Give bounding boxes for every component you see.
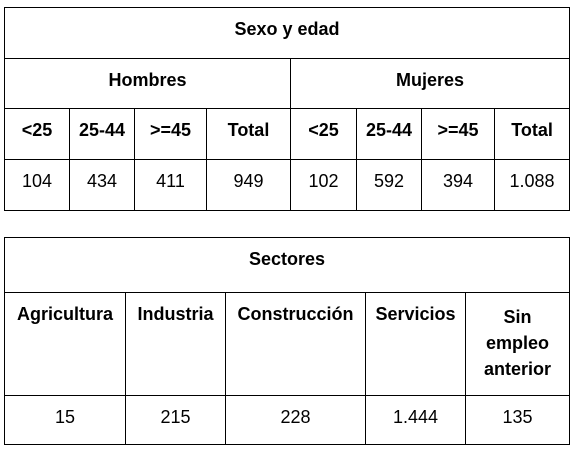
column-header: Construcción — [225, 292, 366, 396]
table-cell: 592 — [356, 159, 422, 211]
table-cell: 434 — [69, 159, 135, 211]
column-header: Sin empleo anterior — [464, 292, 571, 396]
column-header: >=45 — [421, 108, 495, 160]
table-cell: 1.088 — [493, 159, 571, 211]
table-cell: 949 — [206, 159, 291, 211]
sectors-table: Sectores Agricultura Industria Construcc… — [3, 237, 571, 445]
table-cell: 135 — [464, 395, 571, 445]
age-sex-table: Sexo y edad Hombres Mujeres <25 25-44 >=… — [3, 7, 571, 211]
column-header: Agricultura — [4, 292, 126, 396]
table-cell: 102 — [290, 159, 357, 211]
table-cell: 15 — [4, 395, 126, 445]
table-cell: 411 — [134, 159, 207, 211]
table-cell: 394 — [421, 159, 495, 211]
column-header: <25 — [290, 108, 357, 160]
column-header: <25 — [4, 108, 70, 160]
column-header: >=45 — [134, 108, 207, 160]
table-cell: 228 — [225, 395, 366, 445]
column-header: Servicios — [365, 292, 466, 396]
group-header-mujeres: Mujeres — [289, 58, 571, 109]
column-header: Total — [493, 108, 571, 160]
table-cell: 1.444 — [365, 395, 466, 445]
group-header-hombres: Hombres — [4, 58, 291, 109]
sectors-table-title: Sectores — [3, 237, 571, 293]
column-header: Total — [206, 108, 291, 160]
column-header: 25-44 — [356, 108, 422, 160]
table-cell: 215 — [125, 395, 226, 445]
table-cell: 104 — [4, 159, 70, 211]
column-header: 25-44 — [69, 108, 135, 160]
age-table-title: Sexo y edad — [3, 7, 571, 59]
column-header: Industria — [125, 292, 226, 396]
